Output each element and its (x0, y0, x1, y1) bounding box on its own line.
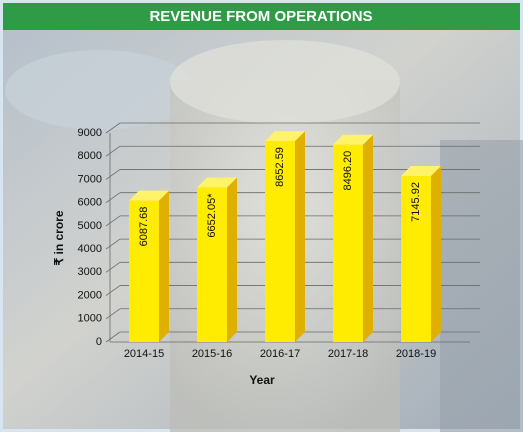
bar-side (227, 177, 237, 342)
bar (265, 141, 295, 342)
chart-title: REVENUE FROM OPERATIONS (149, 8, 372, 25)
x-tick-label: 2016-17 (260, 348, 300, 360)
title-bar (3, 3, 520, 30)
tick-mark (105, 122, 121, 134)
coin-decoration (170, 40, 400, 124)
bar-side (431, 166, 441, 342)
coin-decoration (5, 50, 195, 130)
bar (197, 187, 227, 342)
data-label: 8496.20 (342, 151, 354, 191)
y-tick-label: 4000 (78, 243, 102, 255)
bar-side (159, 190, 169, 342)
x-tick-label: 2018-19 (396, 348, 436, 360)
tick-mark (105, 192, 121, 203)
tick-mark (105, 331, 121, 343)
bar-top (265, 131, 305, 142)
y-tick-label: 5000 (78, 220, 102, 232)
tick-mark (105, 215, 121, 227)
y-tick-label: 6000 (78, 197, 102, 209)
tick-mark (105, 285, 121, 296)
tick-mark (105, 262, 121, 273)
y-tick-label: 9000 (78, 127, 102, 139)
coin-decoration (440, 140, 523, 432)
tick-mark (105, 169, 121, 180)
bar-side (295, 131, 305, 342)
bar (129, 200, 159, 342)
bar-top (401, 166, 441, 177)
y-tick-label: 1000 (78, 313, 102, 325)
tick-mark (105, 308, 121, 320)
data-label: 6087.68 (138, 207, 150, 247)
data-label: 6652.05* (206, 193, 218, 238)
x-axis-label: Year (249, 373, 275, 387)
tick-mark (105, 145, 121, 157)
y-tick-label: 8000 (78, 150, 102, 162)
y-tick-label: 2000 (78, 289, 102, 301)
x-tick-label: 2015-16 (192, 348, 232, 360)
y-tick-label: 0 (96, 336, 102, 348)
tick-mark (105, 238, 121, 250)
data-label: 7145.92 (410, 182, 422, 222)
data-label: 8652.59 (274, 147, 286, 187)
bar-top (333, 134, 373, 145)
y-tick-label: 3000 (78, 266, 102, 278)
bar (401, 176, 431, 342)
y-tick-label: 7000 (78, 173, 102, 185)
bar-side (363, 134, 373, 342)
y-axis-label: ₹ in crore (52, 210, 66, 265)
bar-top (129, 190, 169, 201)
bar-top (197, 177, 237, 188)
x-tick-label: 2014-15 (124, 348, 164, 360)
bar (333, 144, 363, 342)
x-tick-label: 2017-18 (328, 348, 368, 360)
